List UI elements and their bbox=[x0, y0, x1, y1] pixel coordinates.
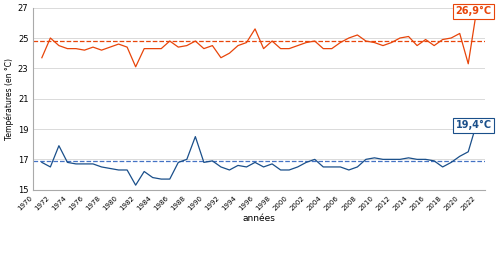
Text: 26,9°C: 26,9°C bbox=[456, 7, 492, 17]
X-axis label: années: années bbox=[243, 214, 276, 223]
Y-axis label: Températures (en °C): Températures (en °C) bbox=[4, 58, 14, 140]
Text: 19,4°C: 19,4°C bbox=[456, 120, 492, 130]
